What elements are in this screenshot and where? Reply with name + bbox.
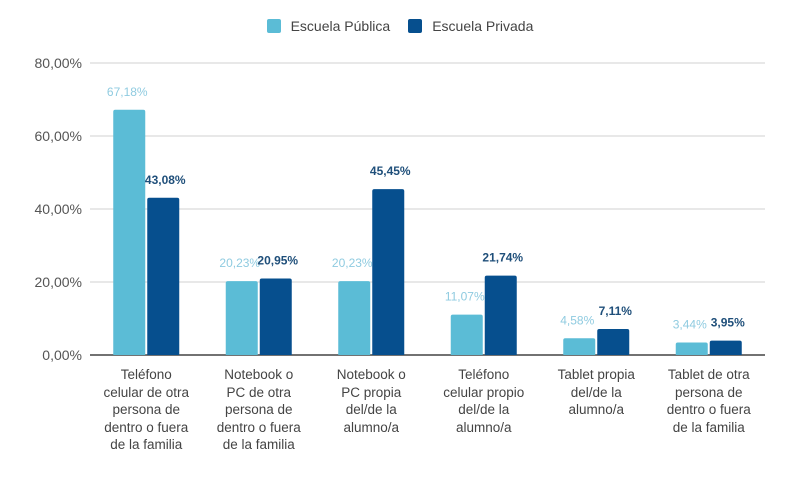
data-label: 45,45% — [370, 164, 411, 178]
legend-swatch-privada — [408, 19, 423, 33]
y-tick-label: 80,00% — [35, 55, 82, 71]
x-tick-label: Tablet de otra persona de dentro o fuera de… — [666, 367, 751, 435]
y-tick-label: 0,00% — [42, 347, 82, 363]
y-tick-label: 60,00% — [35, 128, 82, 144]
legend-swatch-publica — [266, 19, 281, 33]
chart-legend: Escuela Pública Escuela Privada — [0, 18, 800, 34]
bar — [259, 278, 292, 355]
bar — [113, 109, 146, 355]
data-label: 21,74% — [482, 251, 523, 265]
legend-item-privada[interactable]: Escuela Privada — [408, 18, 533, 34]
x-tick-label: Notebook o PC propia del/de la alumno/a — [336, 367, 406, 435]
y-tick-label: 20,00% — [35, 274, 82, 290]
data-label: 7,11% — [599, 304, 633, 318]
data-label: 11,07% — [445, 290, 485, 304]
bar — [450, 314, 483, 355]
legend-item-publica[interactable]: Escuela Pública — [266, 18, 391, 34]
legend-label-publica: Escuela Pública — [290, 18, 391, 34]
data-label: 20,95% — [257, 254, 298, 268]
bar — [225, 281, 258, 355]
data-label: 67,18% — [107, 85, 148, 99]
data-label: 43,08% — [145, 173, 186, 187]
bar — [372, 189, 405, 355]
bar — [675, 342, 708, 355]
legend-label-privada: Escuela Privada — [432, 18, 534, 34]
data-label: 3,44% — [673, 317, 707, 331]
bar — [709, 340, 742, 355]
data-label: 3,95% — [711, 316, 745, 330]
data-label: 20,23% — [332, 256, 373, 270]
x-tick-label: Tablet propia del/de la alumno/a — [557, 367, 635, 417]
y-tick-label: 40,00% — [35, 201, 82, 217]
bar — [484, 275, 517, 355]
bar — [597, 329, 630, 355]
bar — [147, 197, 180, 355]
x-tick-label: Teléfono celular de otra persona de dentro … — [103, 367, 190, 452]
x-tick-label: Notebook o PC de otra persona de dentro o f… — [216, 367, 301, 452]
data-label: 4,58% — [560, 313, 594, 327]
data-label: 20,23% — [219, 256, 260, 270]
bar — [338, 281, 371, 355]
x-tick-label: Teléfono celular propio del/de la alumno/a — [443, 367, 525, 435]
bar — [563, 338, 596, 355]
